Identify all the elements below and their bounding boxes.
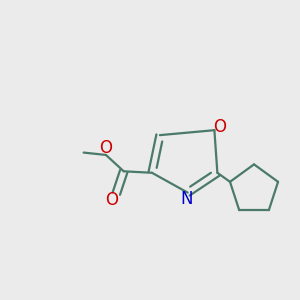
Text: O: O [105,190,119,208]
Text: N: N [180,190,192,208]
Text: O: O [99,140,112,158]
Text: O: O [213,118,226,136]
